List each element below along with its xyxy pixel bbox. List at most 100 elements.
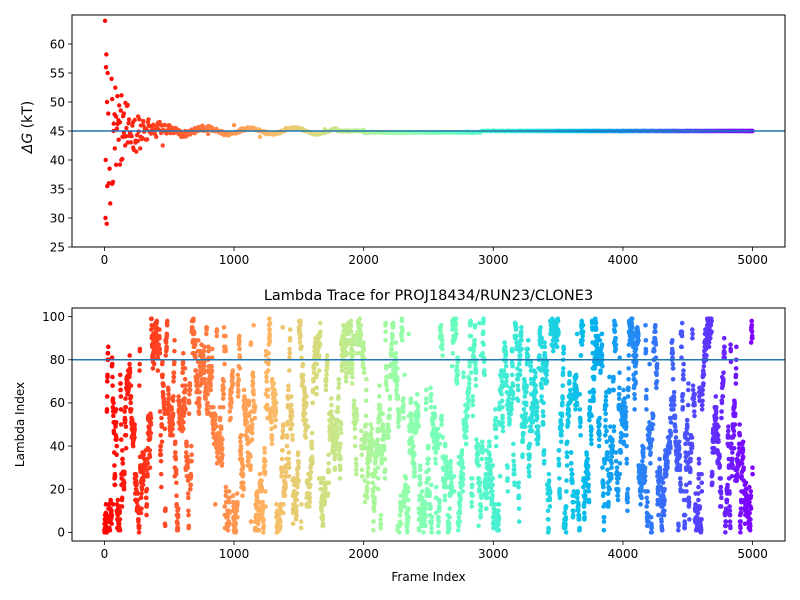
- lambda-point: [309, 445, 315, 451]
- lambda-point: [120, 461, 126, 466]
- lambda-point: [580, 329, 586, 335]
- lambda-point: [624, 456, 629, 462]
- lambda-point: [237, 346, 242, 352]
- lambda-point: [123, 396, 128, 401]
- lambda-point: [568, 398, 574, 404]
- lambda-point: [586, 482, 591, 488]
- lambda-point: [455, 355, 460, 360]
- lambda-point: [603, 398, 609, 404]
- lambda-point: [145, 461, 151, 466]
- lambda-point: [122, 469, 127, 475]
- lambda-point: [107, 527, 113, 533]
- lambda-point: [554, 338, 560, 343]
- lambda-point: [419, 489, 425, 494]
- delta-g-point: [115, 94, 120, 99]
- lambda-point: [171, 379, 176, 384]
- lambda-point: [172, 348, 177, 354]
- lambda-point: [219, 441, 224, 447]
- lambda-point: [309, 454, 315, 460]
- lambda-point: [160, 391, 166, 397]
- lambda-point: [417, 476, 423, 481]
- lambda-point: [264, 374, 269, 380]
- lambda-point: [399, 333, 404, 339]
- lambda-point: [423, 514, 428, 520]
- lambda-point: [186, 495, 191, 501]
- lambda-point: [104, 407, 110, 412]
- lambda-point: [358, 428, 364, 434]
- lambda-point: [149, 316, 154, 322]
- lambda-point: [429, 519, 435, 524]
- lambda-point: [144, 512, 149, 518]
- lambda-point: [193, 355, 198, 360]
- lambda-point: [625, 486, 631, 492]
- lambda-point: [576, 508, 581, 514]
- lambda-point: [157, 346, 163, 352]
- lambda-point: [473, 368, 479, 373]
- lambda-point: [118, 407, 124, 412]
- lambda-point: [434, 484, 439, 490]
- lambda-point: [127, 353, 132, 358]
- lambda-point: [516, 484, 521, 490]
- lambda-point: [112, 482, 118, 488]
- lambda-point: [371, 527, 376, 533]
- lambda-point: [269, 426, 274, 432]
- lambda-point: [186, 400, 192, 406]
- lambda-point: [560, 383, 566, 388]
- lambda-point: [395, 366, 400, 371]
- lambda-point: [156, 342, 162, 347]
- lambda-point: [318, 329, 323, 335]
- lambda-point: [517, 372, 523, 378]
- lambda-point: [219, 461, 225, 466]
- lambda-point: [534, 415, 540, 421]
- lambda-point: [605, 491, 611, 496]
- lambda-point: [587, 417, 592, 423]
- lambda-point: [534, 409, 540, 414]
- lambda-point: [435, 523, 441, 529]
- lambda-point: [385, 422, 391, 427]
- lambda-point: [336, 376, 342, 382]
- lambda-point: [629, 320, 635, 326]
- lambda-point: [348, 318, 354, 324]
- lambda-point: [271, 381, 277, 386]
- lambda-point: [517, 368, 523, 373]
- lambda-point: [290, 432, 295, 438]
- lambda-point: [586, 499, 592, 505]
- lambda-point: [286, 473, 292, 479]
- lambda-point: [332, 452, 338, 458]
- lambda-point: [206, 344, 211, 350]
- lambda-point: [461, 370, 466, 376]
- delta-g-point: [110, 179, 116, 185]
- lambda-point: [500, 420, 506, 425]
- lambda-point: [617, 370, 622, 376]
- lambda-point: [607, 486, 613, 492]
- lambda-point: [387, 407, 393, 412]
- lambda-point: [528, 424, 533, 429]
- delta-g-point: [116, 137, 121, 142]
- lambda-point: [533, 389, 539, 395]
- delta-g-point: [118, 108, 123, 113]
- lambda-point: [393, 370, 398, 376]
- x-tick-label: 0: [101, 253, 109, 267]
- lambda-point: [358, 322, 364, 328]
- lambda-point: [290, 437, 295, 442]
- lambda-point: [238, 445, 244, 451]
- lambda-point: [453, 320, 459, 326]
- lambda-point: [363, 413, 369, 419]
- lambda-point: [576, 517, 582, 522]
- lambda-point: [601, 519, 607, 524]
- lambda-point: [536, 435, 541, 440]
- delta-g-point: [106, 111, 111, 116]
- lambda-point: [440, 435, 445, 440]
- lambda-point: [579, 342, 585, 347]
- delta-g-point: [145, 119, 151, 125]
- lambda-point: [589, 441, 594, 447]
- lambda-point: [161, 398, 167, 404]
- lambda-point: [412, 452, 417, 458]
- lambda-point: [348, 329, 354, 335]
- lambda-point: [578, 432, 583, 438]
- lambda-point: [571, 489, 577, 494]
- lambda-point: [171, 370, 177, 376]
- lambda-point: [518, 353, 523, 358]
- lambda-point: [372, 473, 378, 479]
- lambda-point: [194, 379, 200, 384]
